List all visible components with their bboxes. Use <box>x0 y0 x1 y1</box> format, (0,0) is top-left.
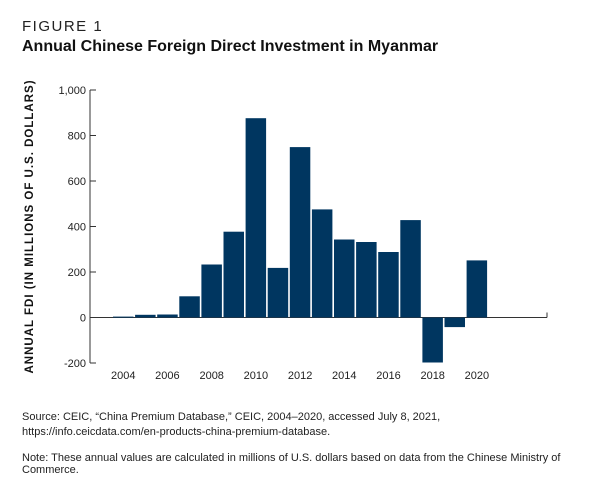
y-tick-label: 0 <box>80 313 86 325</box>
chart-title: Annual Chinese Foreign Direct Investment… <box>22 38 439 55</box>
bar-2005 <box>135 314 156 318</box>
x-tick-label: 2010 <box>244 370 268 382</box>
bar-2014 <box>334 239 355 318</box>
x-tick-label: 2014 <box>332 370 356 382</box>
bar-2020 <box>466 260 488 318</box>
bar-2006 <box>157 314 178 318</box>
bar-2011 <box>267 267 289 318</box>
x-tick-label: 2016 <box>376 370 400 382</box>
y-axis-title: ANNUAL FDI (IN MILLIONS OF U.S. DOLLARS) <box>24 79 36 373</box>
bar-2009 <box>223 231 244 318</box>
bar-2012 <box>289 147 311 318</box>
y-tick-label: 800 <box>68 131 86 143</box>
y-tick-label: 400 <box>68 222 86 234</box>
y-tick-label: 600 <box>68 176 86 188</box>
bar-2016 <box>378 252 399 318</box>
bar-2004 <box>113 316 134 318</box>
x-tick-label: 2018 <box>420 370 444 382</box>
x-tick-label: 2008 <box>199 370 223 382</box>
source-link[interactable]: https://info.ceicdata.com/en-products-ch… <box>22 426 331 438</box>
bar-2008 <box>201 264 222 318</box>
bar-chart: 1,000 800 600 400 200 0 -200 2004 2006 2008 2010 20… <box>24 79 548 382</box>
figure-label: FIGURE 1 <box>22 18 104 35</box>
y-tick-label: 200 <box>68 267 86 279</box>
bar-2019 <box>444 317 465 328</box>
x-tick-label: 2012 <box>288 370 312 382</box>
bar-2007 <box>179 296 200 318</box>
bar-2018 <box>422 317 443 363</box>
source-line-1: Source: CEIC, “China Premium Database,” … <box>22 411 441 423</box>
footnote: Note: These annual values are calculated… <box>22 452 561 476</box>
bar-2017 <box>400 220 421 318</box>
x-tick-label: 2004 <box>111 370 135 382</box>
bar-2010 <box>245 118 267 318</box>
x-tick-label: 2020 <box>465 370 489 382</box>
bar-2015 <box>356 242 377 318</box>
x-tick-label: 2006 <box>155 370 179 382</box>
y-tick-label: 1,000 <box>58 85 86 97</box>
chart-labels: 1,000 800 600 400 200 0 -200 2004 2006 2008 2010 20… <box>24 79 489 382</box>
bar-2013 <box>311 209 333 318</box>
source-note: Source: CEIC, “China Premium Database,” … <box>22 410 582 440</box>
y-tick-label: -200 <box>64 358 86 370</box>
chart-bars <box>113 118 488 363</box>
